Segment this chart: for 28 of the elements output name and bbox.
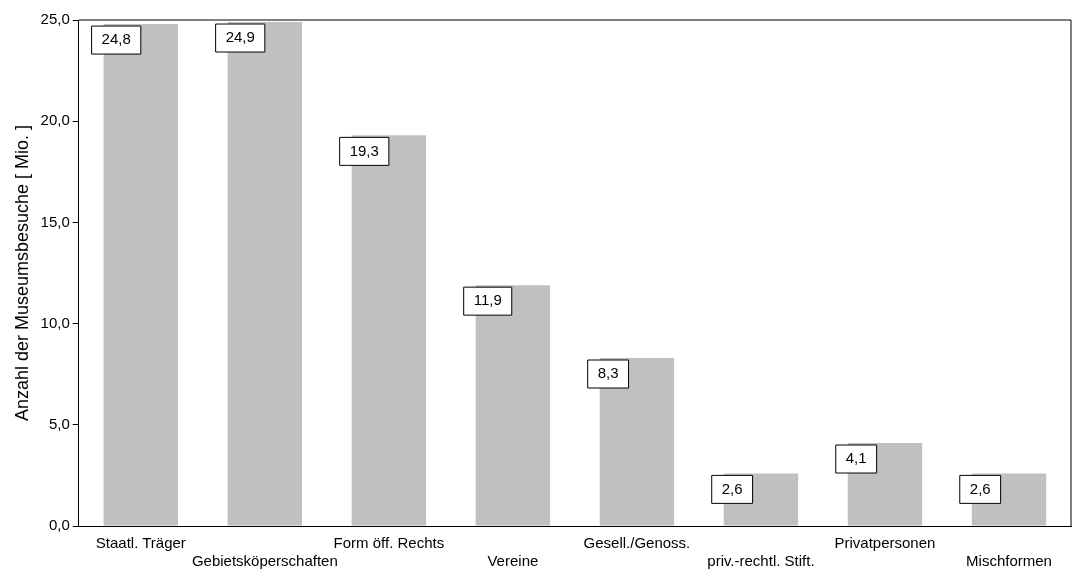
bar <box>351 135 427 526</box>
bar <box>475 285 551 526</box>
data-label: 4,1 <box>845 449 867 467</box>
y-tick-label: 10,0 <box>40 313 70 331</box>
data-label: 2,6 <box>969 479 991 497</box>
data-label: 2,6 <box>721 479 743 497</box>
y-tick-label: 15,0 <box>40 212 70 230</box>
data-label: 8,3 <box>597 364 619 382</box>
x-tick-label: Privatpersonen <box>834 534 936 552</box>
data-label: 19,3 <box>349 141 379 159</box>
data-label: 24,9 <box>225 28 255 46</box>
bar <box>599 358 675 526</box>
x-tick-label: Mischformen <box>966 552 1052 570</box>
x-tick-label: Gebietsköperschaften <box>191 552 338 570</box>
y-tick-label: 20,0 <box>40 111 70 129</box>
x-tick-label: priv.-rechtl. Stift. <box>707 552 815 570</box>
x-tick-label: Vereine <box>487 552 539 570</box>
y-tick-label: 5,0 <box>48 414 70 432</box>
x-tick-label: Gesell./Genoss. <box>583 534 691 552</box>
x-tick-label: Form öff. Rechts <box>333 534 445 552</box>
y-tick-label: 25,0 <box>40 10 70 28</box>
data-label: 24,8 <box>101 30 131 48</box>
x-tick-label: Staatl. Träger <box>95 534 186 552</box>
data-label: 11,9 <box>473 291 502 309</box>
y-axis-title: Anzahl der Museumsbesuche [ Mio. ] <box>11 124 32 422</box>
bar <box>103 24 179 526</box>
y-tick-label: 0,0 <box>48 516 70 534</box>
bar <box>227 22 303 526</box>
